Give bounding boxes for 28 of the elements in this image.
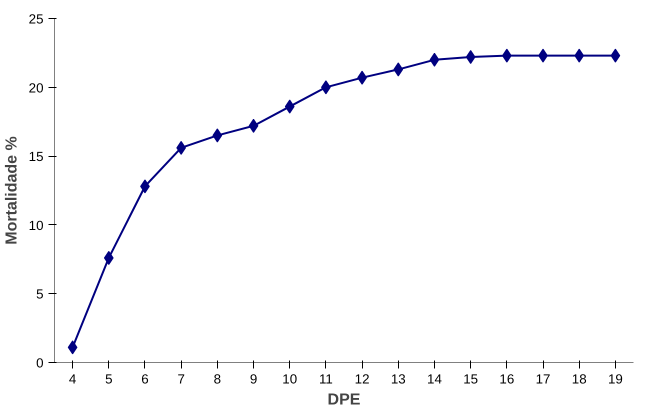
- x-axis-title: DPE: [328, 392, 361, 408]
- point: [104, 250, 114, 265]
- x-tick-label: 8: [214, 372, 222, 386]
- x-tick-label: 4: [68, 372, 77, 386]
- x-tick-label: 7: [177, 372, 185, 386]
- point: [393, 62, 404, 76]
- x-tick-label: 11: [318, 372, 333, 386]
- point: [574, 48, 584, 63]
- x-tick-label: 15: [463, 372, 478, 386]
- y-tick-label: 0: [36, 356, 44, 370]
- y-tick-label: 5: [36, 286, 44, 302]
- x-tick-label: 18: [572, 372, 587, 386]
- x-tick-label: 10: [282, 372, 298, 386]
- x-tick-label: 17: [536, 372, 550, 386]
- x-tick-label: 12: [354, 372, 370, 386]
- y-tick-label: 25: [28, 12, 44, 26]
- y-tick-label: 20: [28, 80, 44, 96]
- x-tick-label: 19: [608, 372, 623, 386]
- y-axis-title: Mortalidade %: [4, 136, 21, 245]
- y-tick-label: 15: [28, 149, 44, 164]
- x-tick-label: 5: [105, 372, 112, 386]
- x-tick-label: 6: [141, 372, 149, 386]
- x-tick-label: 13: [390, 372, 406, 386]
- point: [284, 100, 295, 114]
- x-tick-label: 16: [499, 372, 514, 386]
- x-tick-label: 9: [250, 372, 258, 386]
- y-tick-label: 10: [28, 218, 44, 233]
- x-tick-label: 14: [427, 372, 442, 386]
